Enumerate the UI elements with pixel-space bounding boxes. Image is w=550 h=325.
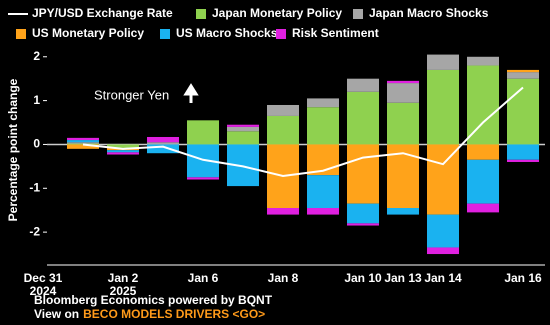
bar-segment — [307, 107, 339, 145]
y-tick-label: -2 — [29, 224, 40, 238]
legend-label: US Macro Shocks — [176, 26, 278, 40]
y-tick-label: 2 — [33, 49, 40, 63]
bar-segment — [67, 137, 99, 141]
bar-segment — [267, 115, 299, 145]
x-tick-label-line: 2025 — [110, 284, 137, 298]
legend-label: JPY/USD Exchange Rate — [32, 6, 173, 20]
bar-segment — [467, 65, 499, 145]
bar-segment — [467, 203, 499, 213]
bar-segment — [427, 54, 459, 70]
legend-label: Risk Sentiment — [292, 26, 379, 40]
x-tick-label: Jan 6 — [188, 271, 219, 285]
x-tick-label: Jan 16 — [504, 271, 542, 285]
x-tick-label-line: Dec 31 — [24, 271, 63, 285]
bar-segment — [347, 91, 379, 145]
bar-segment — [107, 150, 139, 153]
bar-segment — [387, 102, 419, 145]
x-tick-label: Dec 31 2024 — [24, 271, 63, 298]
bar-segment — [427, 247, 459, 255]
legend-swatch — [196, 9, 206, 19]
bar-segment — [307, 175, 339, 209]
y-tick-label: -1 — [29, 180, 40, 194]
footer-link-prefix: View on — [34, 307, 79, 321]
y-tick-label: 0 — [33, 137, 40, 151]
legend-swatch — [353, 9, 363, 19]
bar-segment — [67, 140, 99, 143]
bar-segment — [427, 214, 459, 248]
bar-segment — [187, 177, 219, 180]
bar-segment — [227, 126, 259, 132]
bar-segment — [507, 159, 539, 162]
bar-segment — [347, 144, 379, 204]
legend-swatch — [160, 29, 170, 39]
footer-link-line: View on BECO MODELS DRIVERS <GO> — [34, 307, 265, 321]
bar-segment — [347, 78, 379, 92]
x-tick-label-line: 2024 — [30, 284, 57, 298]
footer-source: Bloomberg Economics powered by BQNT — [34, 293, 273, 307]
bar-segment — [187, 120, 219, 145]
bar-segment — [307, 208, 339, 215]
bar-segment — [67, 144, 99, 149]
annotation: Stronger Yen — [94, 87, 169, 102]
bar-segment — [507, 144, 539, 160]
bar-segment — [107, 152, 139, 155]
bar-segment — [467, 144, 499, 160]
bar-segment — [107, 144, 139, 148]
legend-label: Japan Macro Shocks — [369, 6, 489, 20]
bar-segment — [347, 223, 379, 226]
bar-segment — [227, 124, 259, 127]
x-tick-label: Jan 8 — [268, 271, 299, 285]
bar-segment — [507, 72, 539, 79]
legend-label: Japan Monetary Policy — [212, 6, 342, 20]
y-axis-label: Percentage point change — [6, 78, 20, 221]
bar-segment — [507, 78, 539, 145]
bar-segment — [387, 83, 419, 103]
bar-segment — [147, 142, 179, 145]
legend-swatch — [276, 29, 286, 39]
bar-segment — [227, 131, 259, 145]
bar-segment — [427, 69, 459, 145]
bar-segment — [147, 144, 179, 154]
bar-segment — [427, 144, 459, 215]
bar-segment — [467, 56, 499, 66]
x-tick-label: Jan 10 — [344, 271, 382, 285]
legend-swatch — [16, 29, 26, 39]
bar-segment — [67, 142, 99, 144]
bar-segment — [147, 136, 179, 143]
y-tick-label: 1 — [33, 93, 40, 107]
legend-label: US Monetary Policy — [32, 26, 144, 40]
bar-segment — [507, 69, 539, 73]
line — [82, 86, 524, 178]
bar-segment — [467, 159, 499, 204]
bar-segment — [307, 98, 339, 108]
x-tick-label-line: Jan 2 — [108, 271, 139, 285]
bar-segment — [347, 203, 379, 224]
bar-segment — [267, 208, 299, 215]
bar-segment — [387, 80, 419, 84]
bar-segment — [267, 104, 299, 116]
x-tick-label: Jan 14 — [424, 271, 462, 285]
bar-segment — [67, 143, 99, 145]
bar-segment — [387, 208, 419, 215]
footer-link[interactable]: BECO MODELS DRIVERS <GO> — [83, 307, 265, 321]
x-tick-label: Jan 2 2025 — [108, 271, 139, 298]
annotation-arrow — [183, 83, 199, 103]
x-tick-label: Jan 13 — [384, 271, 422, 285]
